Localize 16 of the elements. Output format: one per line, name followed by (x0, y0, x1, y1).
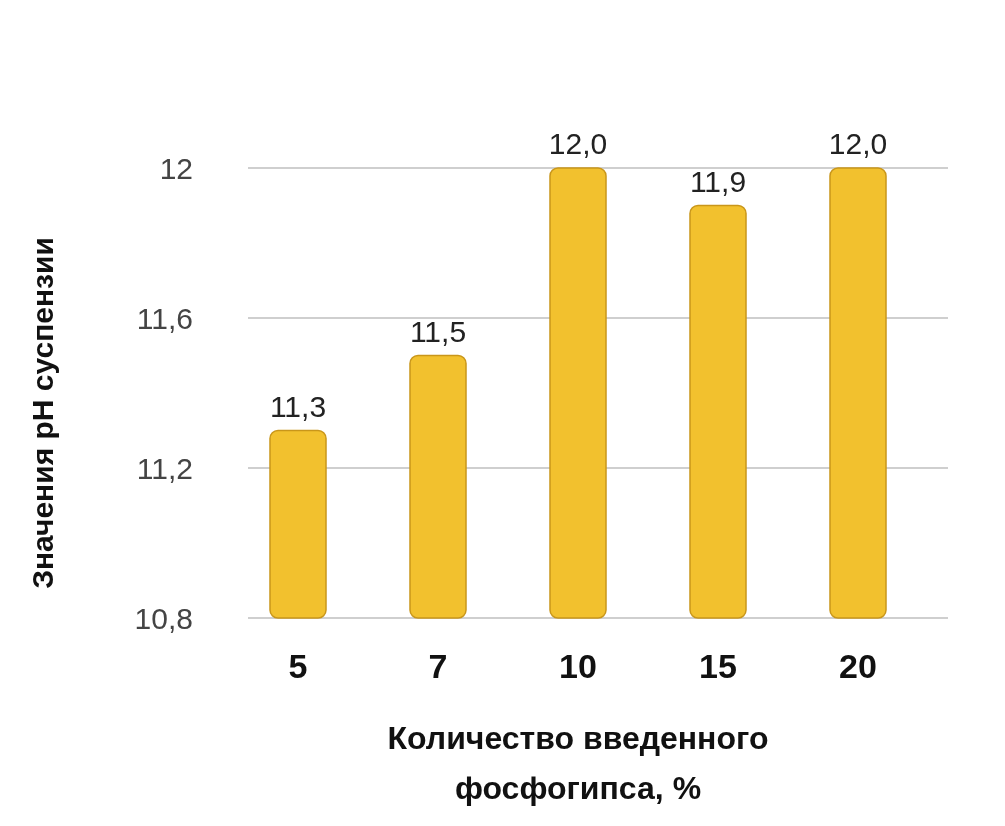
x-tick-label: 5 (288, 647, 308, 685)
y-axis-title: Значения pH суспензии (26, 237, 59, 589)
x-tick-label: 10 (559, 647, 597, 685)
data-label: 12,0 (548, 127, 608, 160)
x-tick-label: 7 (428, 647, 448, 685)
data-label: 12,0 (828, 127, 888, 160)
x-tick-label: 20 (839, 647, 877, 685)
data-label: 11,5 (409, 314, 467, 348)
y-tick-label: 10,8 (134, 601, 193, 635)
x-axis-title: Количество введенного фосфогипса, % (387, 720, 769, 806)
data-label: 11,3 (269, 389, 327, 423)
y-tick-label: 11,6 (136, 301, 193, 335)
x-tick-label: 15 (699, 647, 737, 685)
y-tick-label: 12 (159, 151, 193, 185)
y-tick-label: 11,2 (136, 451, 193, 485)
data-label: 11,9 (689, 164, 747, 198)
